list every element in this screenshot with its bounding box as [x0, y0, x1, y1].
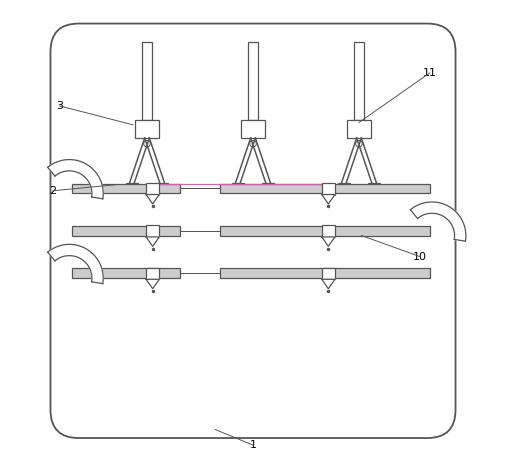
Polygon shape [321, 237, 334, 246]
Polygon shape [410, 202, 465, 241]
Bar [141, 42, 152, 120]
Polygon shape [146, 237, 159, 246]
Polygon shape [47, 160, 103, 199]
Bar [72, 184, 180, 193]
FancyBboxPatch shape [50, 24, 454, 438]
Bar [220, 268, 429, 278]
Polygon shape [146, 195, 159, 204]
Bar [72, 226, 180, 236]
Bar [321, 268, 334, 279]
Bar [156, 183, 168, 192]
Bar [220, 226, 429, 236]
Text: 2: 2 [49, 186, 56, 196]
Polygon shape [321, 279, 334, 289]
Bar [247, 42, 258, 120]
Bar [146, 183, 159, 195]
Bar [337, 183, 349, 192]
Bar [72, 268, 180, 278]
Polygon shape [146, 279, 159, 289]
Bar [321, 183, 334, 195]
Polygon shape [321, 195, 334, 204]
Bar [367, 183, 379, 192]
Bar [126, 183, 138, 192]
Bar [231, 183, 243, 192]
Bar [262, 183, 274, 192]
Bar [240, 120, 265, 138]
Text: 11: 11 [422, 68, 436, 78]
Bar [220, 184, 429, 193]
Bar [353, 42, 364, 120]
Bar [146, 225, 159, 237]
Text: 10: 10 [413, 252, 426, 262]
Bar [134, 120, 159, 138]
Bar [346, 120, 371, 138]
Bar [146, 268, 159, 279]
Polygon shape [47, 244, 103, 284]
Text: 3: 3 [56, 101, 63, 111]
Text: 1: 1 [249, 440, 256, 450]
Bar [321, 225, 334, 237]
